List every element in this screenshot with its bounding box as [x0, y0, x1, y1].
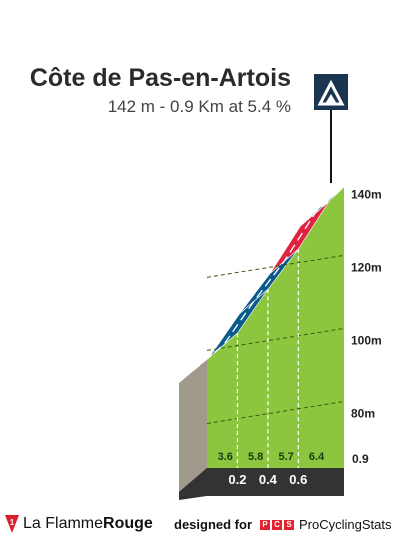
credit-name: ProCyclingStats: [299, 517, 392, 532]
la-flamme-rouge-brand: 1 La FlammeRouge: [4, 514, 153, 534]
distance-label: 0.4: [259, 472, 278, 487]
y-tick-label: 140m: [351, 187, 382, 201]
climb-title: Côte de Pas-en-Artois: [29, 64, 291, 92]
brand-prefix: La Flamme: [23, 515, 104, 532]
climb-profile-chart: 80m 100m 120m 140m 3.6 5.8 5.7 6.4 0.2 0.4 0.6 0.9: [178, 74, 382, 500]
brand-suffix: Rouge: [103, 515, 153, 532]
grid-line-100: [206, 327, 345, 351]
ramp-centre-dashes: [192, 198, 331, 372]
gradient-label: 6.4: [309, 451, 325, 463]
svg-text:1: 1: [10, 518, 15, 527]
y-tick-label: 100m: [351, 333, 382, 347]
credit-label: designed for: [174, 517, 253, 532]
gradient-label: 5.7: [278, 451, 293, 463]
mountain-peak-icon: [314, 74, 348, 110]
profile-side-wall: [179, 358, 207, 492]
y-tick-label: 120m: [351, 260, 382, 274]
distance-label: 0.6: [289, 472, 307, 487]
y-tick-label: 80m: [351, 406, 375, 420]
profile-front-fill: [207, 187, 344, 468]
pcs-letter-s: S: [284, 519, 295, 530]
pcs-logo-icon: P C S: [258, 519, 295, 530]
gradient-label: 3.6: [218, 451, 233, 463]
flamme-rouge-flag-icon: 1: [5, 515, 19, 533]
grid-line-120: [206, 254, 345, 278]
gradient-label: 5.8: [248, 451, 263, 463]
pcs-letter-c: C: [272, 519, 283, 530]
climb-subtitle: 142 m - 0.9 Km at 5.4 %: [107, 97, 291, 116]
profile-base-bar: [179, 468, 344, 496]
total-distance-label: 0.9: [352, 452, 369, 466]
distance-label: 0.2: [228, 472, 246, 487]
designed-for-credit: designed for P C S ProCyclingStats: [174, 517, 392, 532]
pcs-letter-p: P: [260, 519, 271, 530]
grid-line-80: [206, 400, 345, 424]
